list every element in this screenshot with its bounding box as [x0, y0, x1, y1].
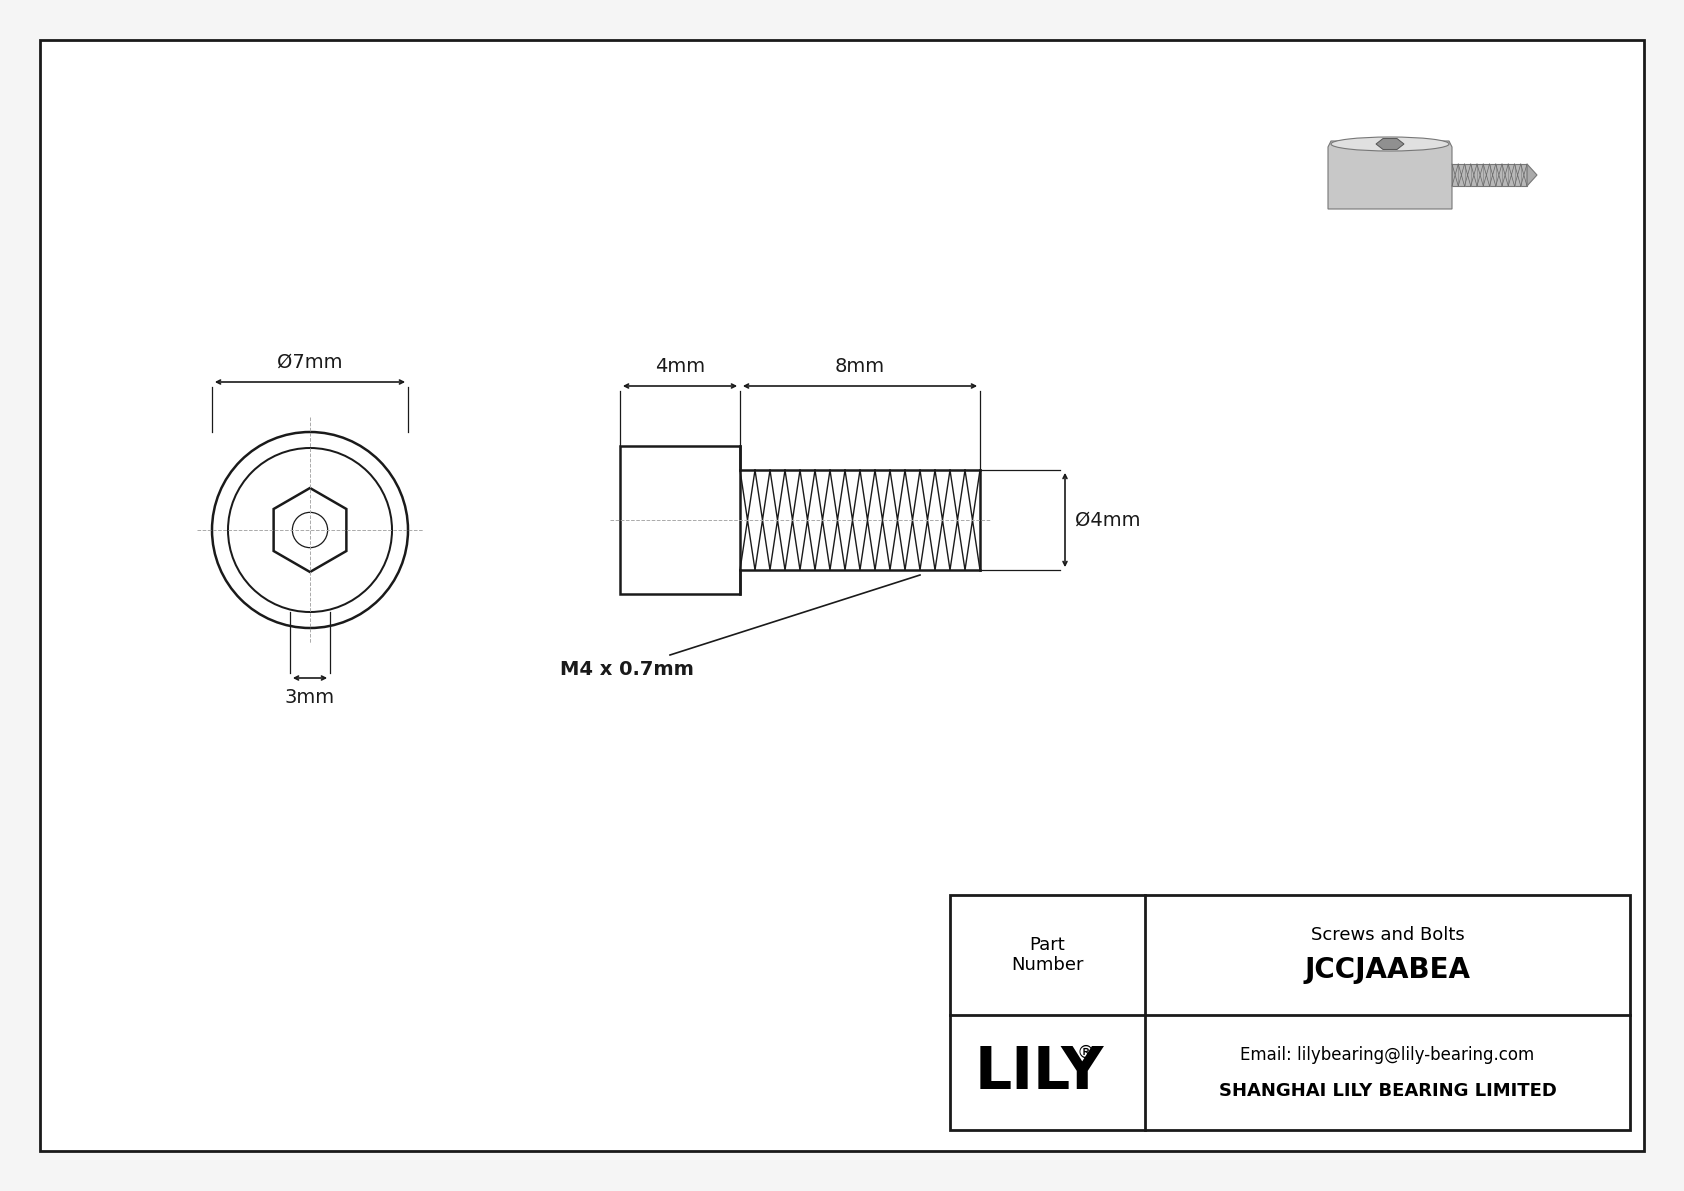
Ellipse shape: [1330, 137, 1448, 151]
Circle shape: [212, 432, 408, 628]
Polygon shape: [273, 488, 347, 572]
Text: 8mm: 8mm: [835, 357, 886, 376]
Text: Ø4mm: Ø4mm: [1074, 511, 1140, 530]
Text: Email: lilybearing@lily-bearing.com: Email: lilybearing@lily-bearing.com: [1241, 1046, 1534, 1064]
Bar: [950, 894, 1630, 1130]
Polygon shape: [1376, 138, 1404, 149]
Text: LILY: LILY: [975, 1045, 1105, 1100]
Bar: [620, 445, 739, 594]
Polygon shape: [1527, 164, 1537, 186]
Circle shape: [293, 512, 328, 548]
Text: 3mm: 3mm: [285, 688, 335, 707]
Bar: [1452, 164, 1527, 186]
Text: Part
Number: Part Number: [1012, 936, 1084, 974]
Text: ®: ®: [1076, 1043, 1095, 1061]
Polygon shape: [1329, 141, 1452, 208]
Text: 4mm: 4mm: [655, 357, 706, 376]
Text: Ø7mm: Ø7mm: [278, 353, 344, 372]
Text: JCCJAABEA: JCCJAABEA: [1305, 956, 1470, 984]
Circle shape: [227, 448, 392, 612]
Text: SHANGHAI LILY BEARING LIMITED: SHANGHAI LILY BEARING LIMITED: [1219, 1081, 1556, 1099]
Text: Screws and Bolts: Screws and Bolts: [1310, 925, 1465, 944]
Text: M4 x 0.7mm: M4 x 0.7mm: [561, 660, 694, 679]
